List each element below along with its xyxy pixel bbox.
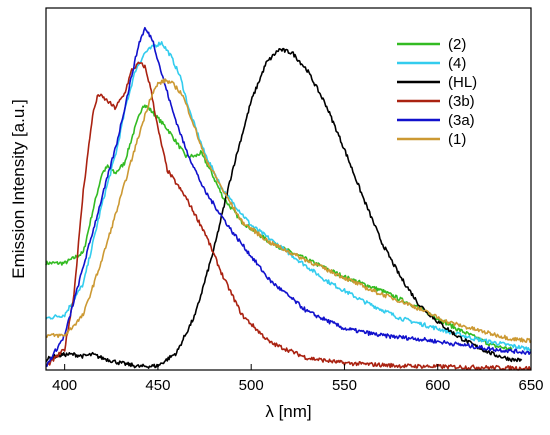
y-axis-title: Emission Intensity [a.u.] [9, 99, 28, 279]
x-tick-label: 650 [518, 377, 543, 394]
x-axis-title: λ [nm] [265, 402, 311, 421]
legend-label: (1) [448, 131, 466, 148]
legend-label: (2) [448, 36, 466, 53]
series-line-3 [45, 61, 532, 371]
legend: (2) (4) (HL) (3b) (3a) (1) [397, 36, 477, 148]
x-tick-label: 600 [425, 377, 450, 394]
legend-label: (3b) [448, 93, 475, 110]
series-line-0 [45, 104, 513, 351]
series-line-2 [45, 47, 523, 369]
x-tick-label: 550 [332, 377, 357, 394]
plot-frame [45, 7, 532, 371]
x-axis-ticks: 400 450 500 550 600 650 [52, 364, 544, 394]
x-tick-label: 450 [145, 377, 170, 394]
legend-label: (4) [448, 55, 466, 72]
legend-label: (3a) [448, 112, 475, 129]
x-tick-label: 400 [52, 377, 77, 394]
x-tick-label: 500 [239, 377, 264, 394]
legend-label: (HL) [448, 74, 477, 91]
plot-lines [45, 26, 532, 371]
series-line-4 [45, 26, 532, 367]
series-line-5 [45, 78, 532, 344]
